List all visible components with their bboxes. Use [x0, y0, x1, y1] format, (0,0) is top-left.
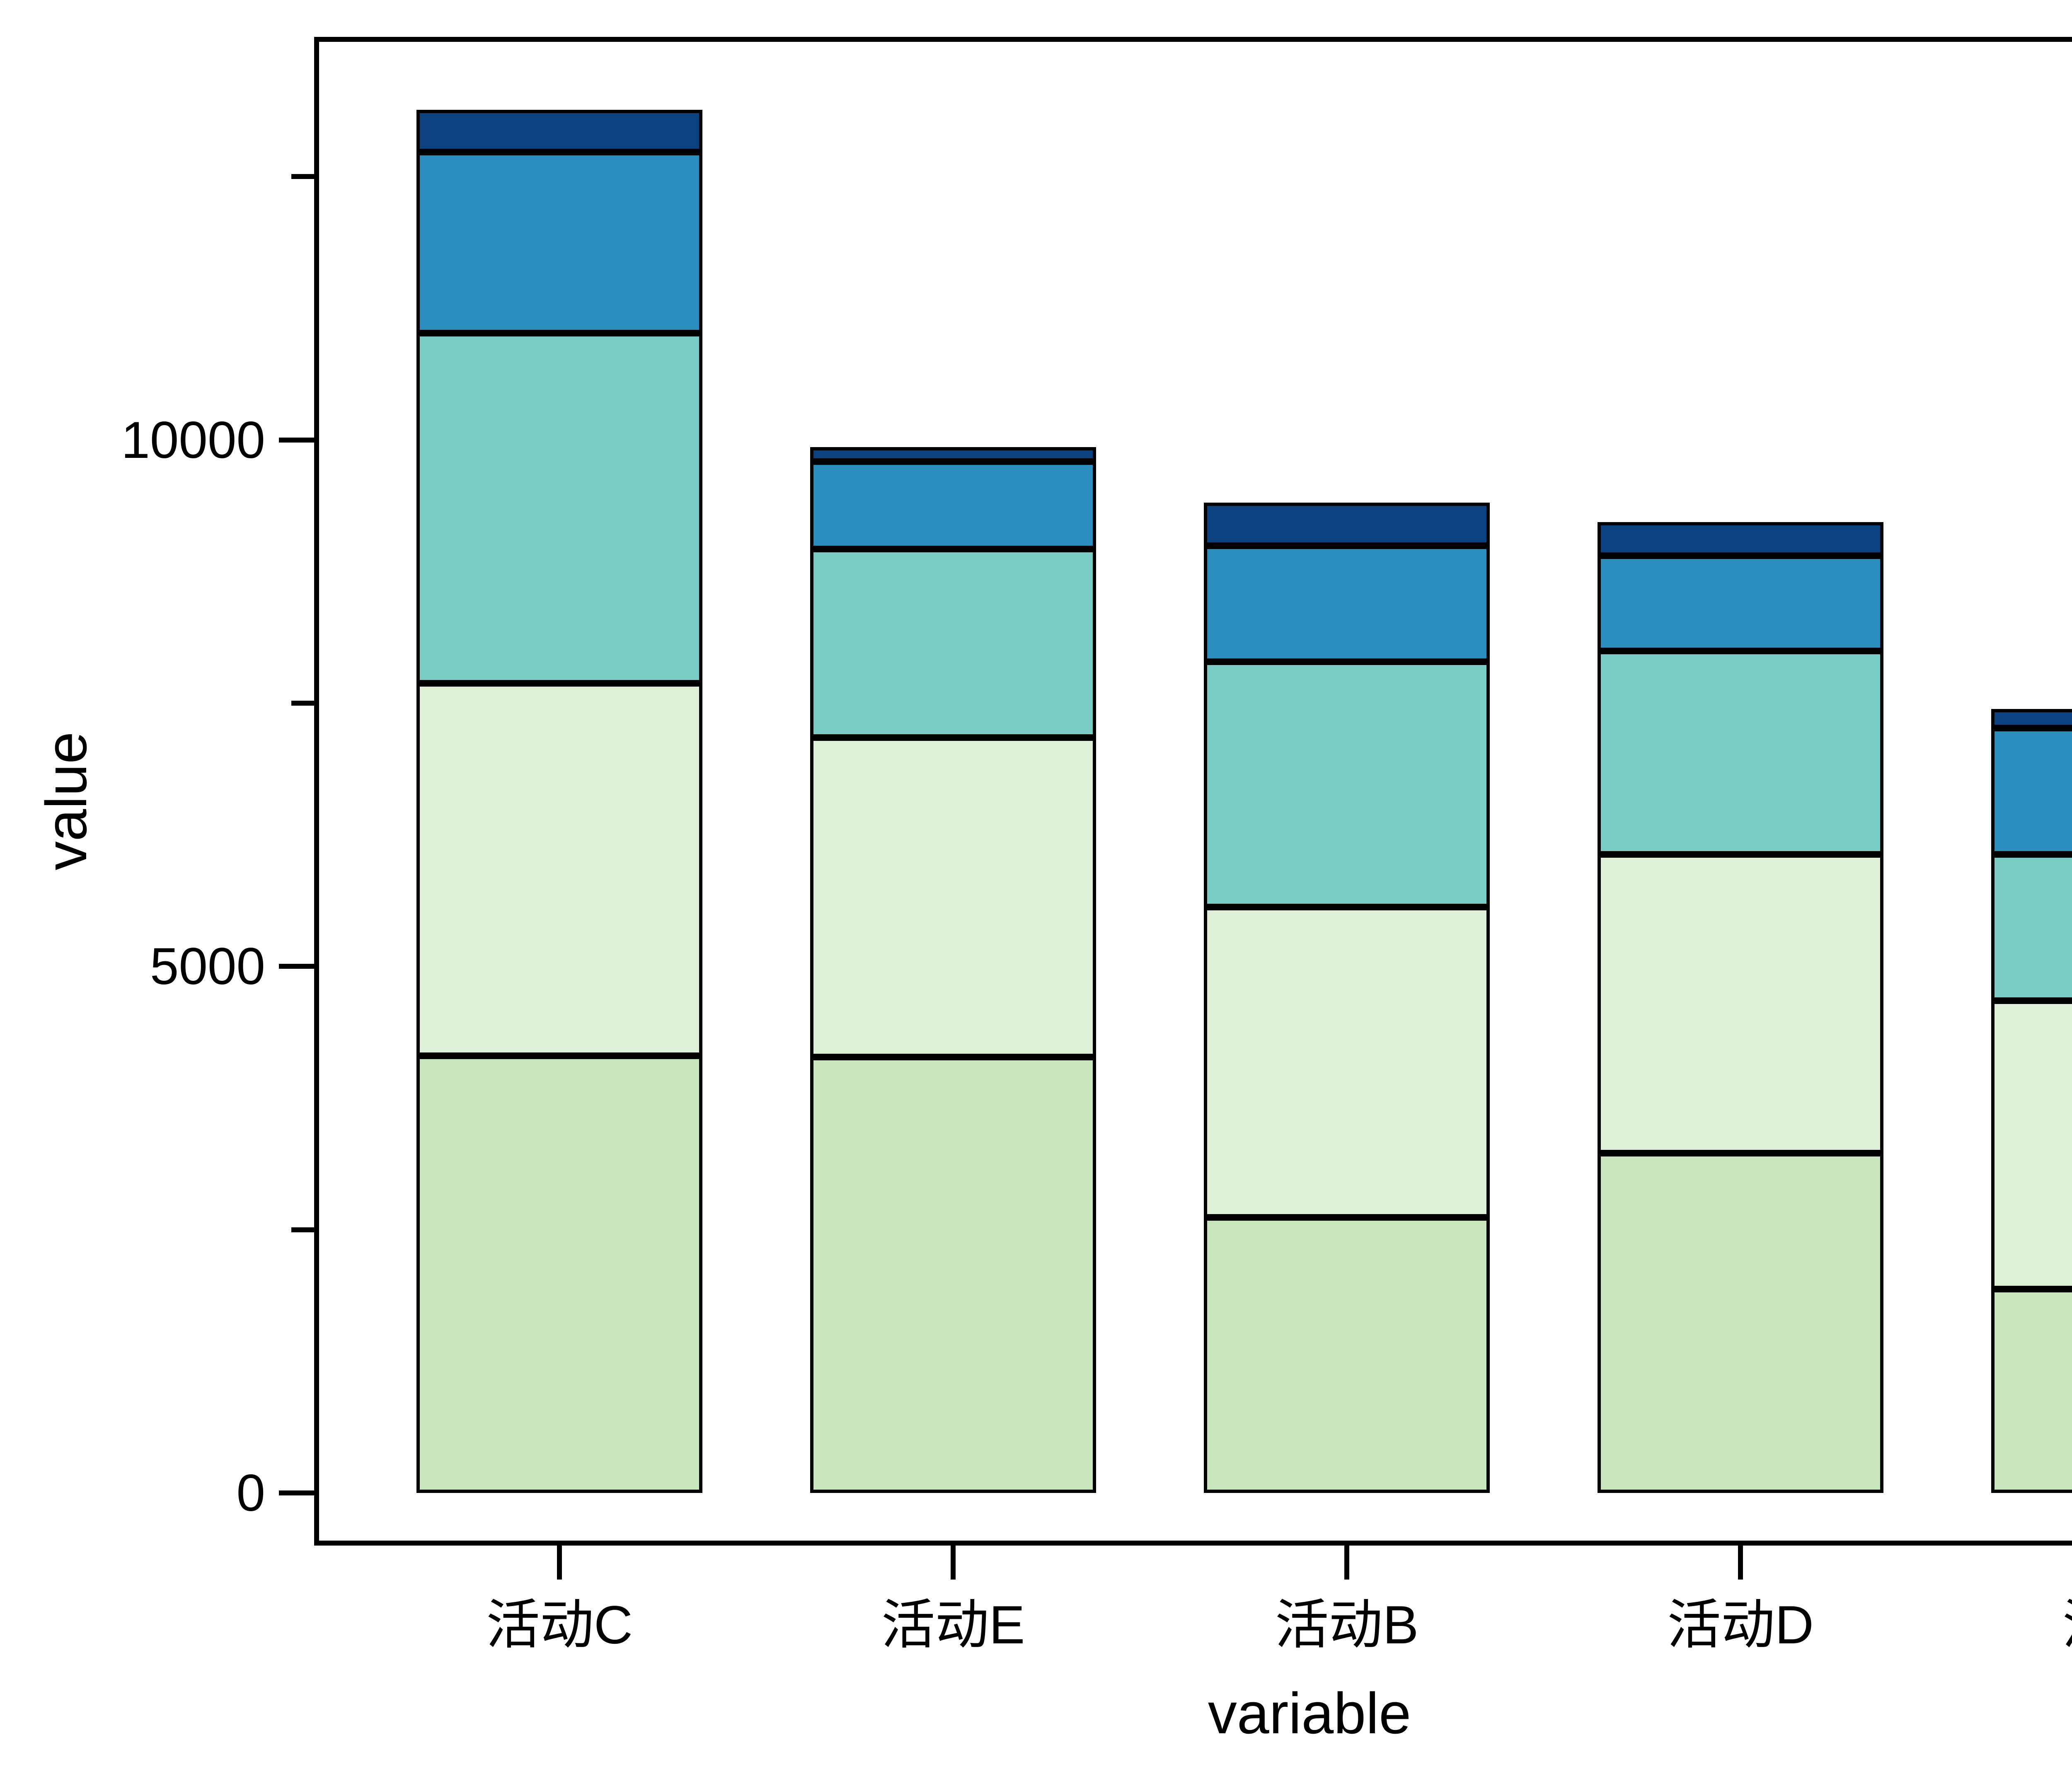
y-minor-tick: [291, 1227, 314, 1232]
y-major-tick: [279, 1490, 314, 1495]
bar-segment: [416, 333, 702, 683]
y-major-tick: [279, 964, 314, 969]
bar-segment: [416, 110, 702, 152]
bar-segment: [810, 737, 1096, 1057]
bar-segment: [1991, 728, 2072, 854]
bar-segment: [810, 1057, 1096, 1493]
bar-segment: [1598, 556, 1883, 651]
x-tick-label: 活动E: [881, 1594, 1025, 1655]
y-minor-tick: [291, 174, 314, 179]
x-axis-title: variable: [1208, 1681, 1411, 1746]
x-tick-label: 活动D: [1667, 1594, 1814, 1655]
bar-segment: [1598, 1153, 1883, 1493]
x-tick: [1738, 1546, 1743, 1580]
x-tick: [951, 1546, 956, 1580]
x-tick-label: 活动C: [486, 1594, 633, 1655]
x-tick-label: 活动A: [1948, 1598, 2072, 1652]
bar-segment: [1204, 1217, 1490, 1493]
bar-segment: [1991, 1289, 2072, 1493]
y-axis-title: value: [34, 731, 99, 871]
y-tick-label: 5000: [150, 938, 265, 996]
bar-segment: [1598, 854, 1883, 1154]
bar-segment: [1991, 1000, 2072, 1289]
bar-segment: [1598, 651, 1883, 854]
x-tick: [557, 1546, 562, 1580]
y-minor-tick: [291, 701, 314, 706]
y-major-tick: [279, 437, 314, 443]
bar-segment: [416, 152, 702, 333]
bar-segment: [1204, 661, 1490, 907]
bar-segment: [1204, 546, 1490, 662]
bar-segment: [1991, 854, 2072, 1001]
y-tick-label: 10000: [121, 411, 265, 469]
bar-segment: [810, 549, 1096, 738]
y-tick-label: 0: [236, 1464, 265, 1522]
bar-segment: [810, 461, 1096, 549]
bar-segment: [416, 1056, 702, 1493]
bar-segment: [810, 447, 1096, 462]
bar-segment: [1204, 502, 1490, 546]
bar-segment: [416, 683, 702, 1056]
bar-segment: [1204, 907, 1490, 1218]
x-tick: [1344, 1546, 1349, 1580]
bar-segment: [1598, 522, 1883, 556]
x-tick-label: 活动B: [1275, 1594, 1419, 1655]
bar-segment: [1991, 709, 2072, 728]
